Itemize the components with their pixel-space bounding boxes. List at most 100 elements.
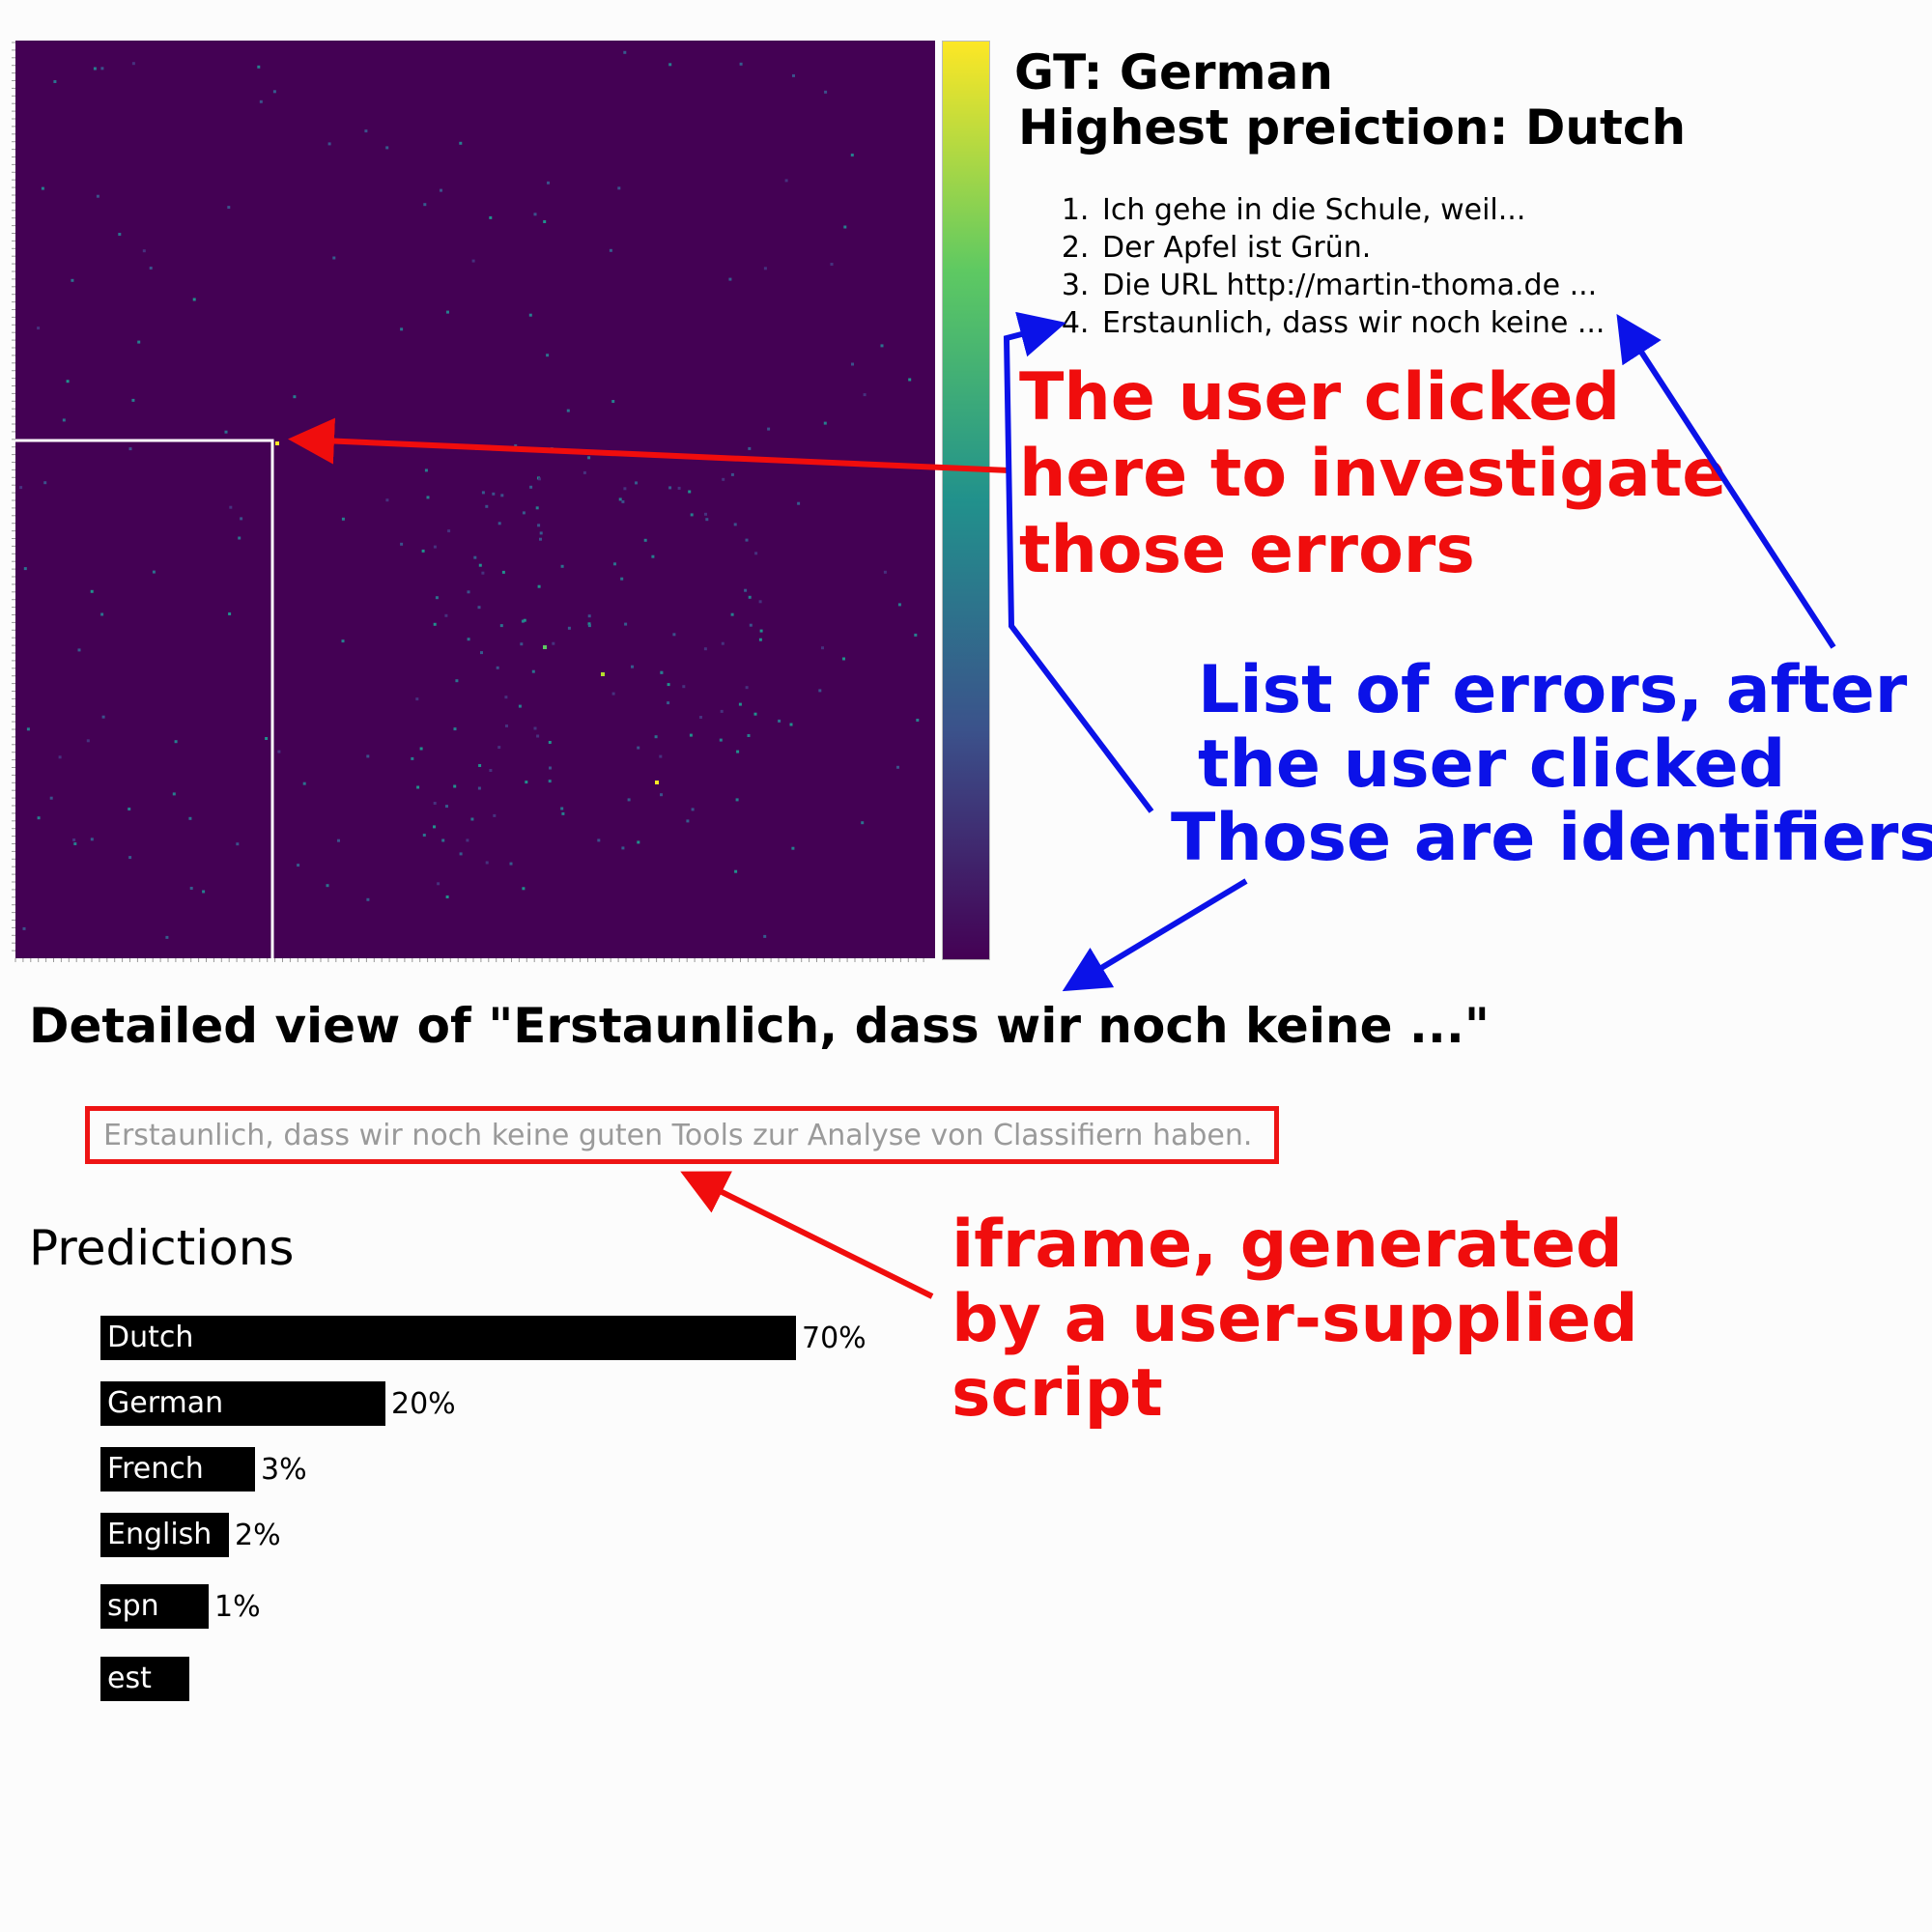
matrix-cell <box>49 796 53 800</box>
matrix-cell <box>763 267 767 270</box>
matrix-cell <box>152 570 156 574</box>
matrix-cell <box>22 926 26 930</box>
matrix-cell <box>522 887 526 891</box>
prediction-bar: German <box>100 1381 385 1426</box>
matrix-cell <box>691 808 695 811</box>
prediction-value: 70% <box>802 1321 867 1355</box>
matrix-cell <box>73 842 77 845</box>
iframe-box[interactable]: Erstaunlich, dass wir noch keine guten T… <box>85 1106 1279 1164</box>
matrix-cell <box>705 518 709 522</box>
annotation-list-of-errors: List of errors, after the user clicked <box>1198 653 1907 802</box>
matrix-cell <box>767 427 771 431</box>
matrix-cell <box>536 734 540 738</box>
matrix-cell <box>778 719 781 723</box>
matrix-cell <box>514 444 518 447</box>
matrix-cell <box>533 213 537 216</box>
matrix-selection-box <box>15 439 274 958</box>
matrix-cell <box>174 740 178 744</box>
matrix-cell <box>654 735 658 739</box>
matrix-cell <box>492 492 496 496</box>
matrix-cell <box>730 612 734 616</box>
matrix-cell <box>722 477 725 481</box>
matrix-cell <box>672 633 676 637</box>
matrix-cell <box>548 741 552 744</box>
matrix-cell-highlight <box>655 781 659 784</box>
matrix-cell <box>400 542 404 546</box>
matrix-cell <box>293 395 297 399</box>
matrix-cell <box>489 215 493 219</box>
matrix-cell <box>660 670 664 674</box>
prediction-row: Dutch 70% <box>100 1316 867 1360</box>
matrix-cell <box>437 882 440 886</box>
matrix-cell <box>792 73 795 77</box>
matrix-cell <box>90 838 94 841</box>
matrix-cell <box>754 552 758 555</box>
matrix-cell <box>784 179 788 183</box>
matrix-cell <box>475 446 479 450</box>
matrix-cell <box>897 603 901 607</box>
matrix-cell <box>332 256 336 260</box>
matrix-cell <box>908 378 912 382</box>
prediction-row: English 2% <box>100 1513 281 1557</box>
error-list-item[interactable]: Die URL http://martin-thoma.de ... <box>1098 267 1605 304</box>
matrix-cell <box>842 657 845 661</box>
matrix-cell <box>744 588 748 592</box>
matrix-cell <box>257 65 261 69</box>
matrix-cell <box>531 669 535 673</box>
matrix-cell <box>470 817 474 821</box>
matrix-cell <box>635 481 638 485</box>
matrix-cell <box>518 704 522 708</box>
matrix-cell <box>422 834 426 837</box>
matrix-cell <box>686 819 690 823</box>
predictions-title: Predictions <box>29 1220 295 1276</box>
matrix-cell <box>567 626 571 630</box>
matrix-cell <box>66 380 70 384</box>
annotation-user-clicked: The user clicked here to investigate tho… <box>1019 359 1726 588</box>
error-list-item[interactable]: Erstaunlich, dass wir noch keine ... <box>1098 304 1605 342</box>
matrix-cell <box>240 517 243 521</box>
matrix-cell <box>719 738 723 742</box>
matrix-cell <box>302 781 306 785</box>
matrix-cell <box>41 186 44 190</box>
matrix-cell <box>445 805 448 809</box>
matrix-cell <box>440 188 442 192</box>
matrix-cell <box>467 638 470 641</box>
matrix-cell <box>863 393 867 397</box>
gt-title: GT: German <box>1014 44 1333 100</box>
matrix-cell <box>745 538 749 542</box>
confusion-matrix-plot[interactable] <box>10 39 939 966</box>
matrix-cell <box>229 505 233 509</box>
matrix-cell <box>627 798 631 802</box>
matrix-cell <box>497 522 501 526</box>
matrix-cell <box>433 545 437 549</box>
prediction-row: spn 1% <box>100 1584 261 1629</box>
matrix-cell <box>416 785 420 789</box>
matrix-cell <box>497 746 501 750</box>
matrix-cell <box>481 491 485 495</box>
matrix-cell <box>459 852 463 856</box>
matrix-cell <box>537 477 541 481</box>
annotation-line: script <box>952 1355 1163 1432</box>
prediction-row: French 3% <box>100 1447 307 1492</box>
matrix-cell <box>192 298 196 301</box>
matrix-cell <box>721 641 724 645</box>
confusion-matrix[interactable] <box>10 39 939 966</box>
matrix-cell <box>587 614 591 618</box>
matrix-cell <box>453 727 457 731</box>
matrix-cell <box>426 496 430 499</box>
prediction-row: est <box>100 1657 195 1701</box>
error-list-item[interactable]: Der Apfel ist Grün. <box>1098 229 1605 267</box>
matrix-cell <box>90 589 94 593</box>
matrix-cell <box>582 470 586 474</box>
error-list-item[interactable]: Ich gehe in die Schule, weil... <box>1098 191 1605 229</box>
matrix-cell <box>569 449 573 453</box>
matrix-cell <box>227 206 231 210</box>
matrix-cell <box>62 418 66 422</box>
matrix-cell <box>72 838 76 841</box>
arrow-to-detail-heading <box>1062 878 1248 992</box>
matrix-cell <box>880 344 884 348</box>
annotation-line: here to investigate <box>1019 436 1727 512</box>
matrix-cell <box>509 862 513 866</box>
matrix-cell <box>444 613 448 617</box>
matrix-cell <box>327 142 331 146</box>
